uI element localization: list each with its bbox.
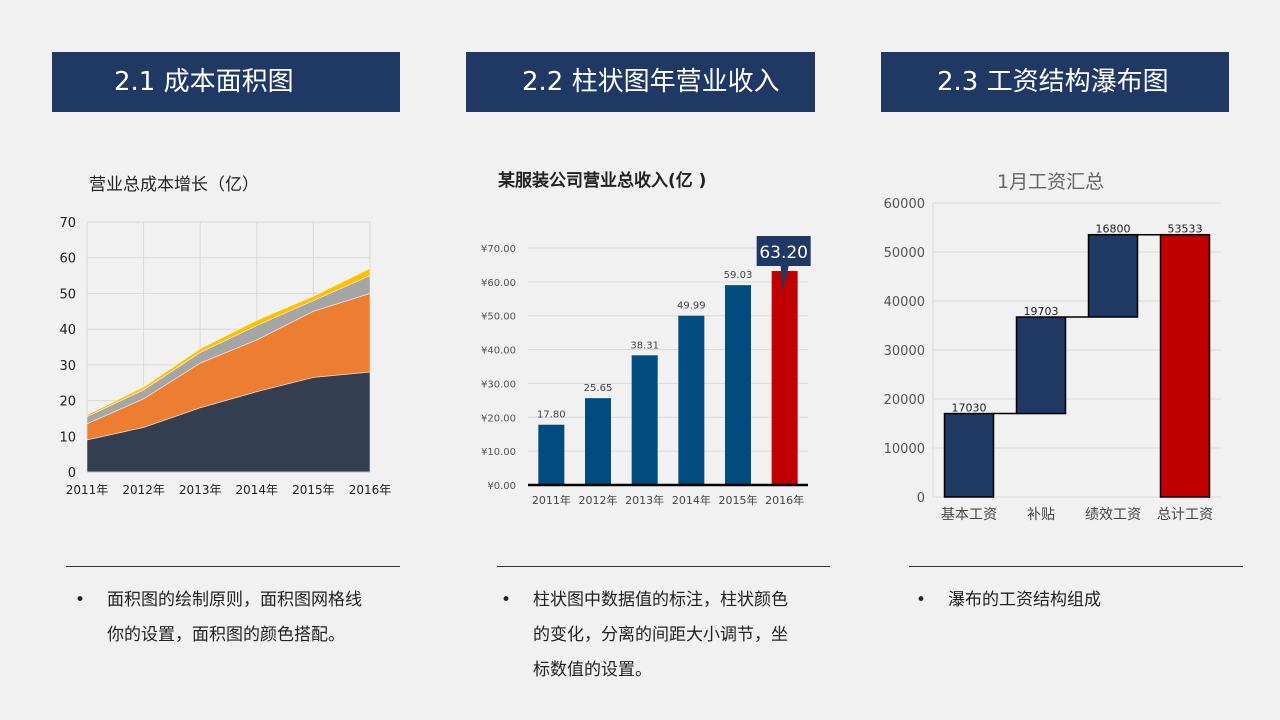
x-tick-label: 绩效工资	[1085, 507, 1141, 523]
y-tick-label: 40000	[884, 295, 925, 310]
section-header-title: 2.3 工资结构瀑布图	[937, 67, 1169, 97]
bullet-bar: • 柱状图中数据值的标注，柱状颜色 的变化，分离的间距大小调节，坐 标数值的设置…	[501, 583, 831, 693]
section-header-title: 2.1 成本面积图	[114, 67, 294, 97]
y-tick-label: 30	[59, 359, 76, 374]
bar	[631, 355, 658, 485]
bullet-area: • 面积图的绘制原则，面积图网格线 你的设置，面积图的颜色搭配。	[75, 583, 405, 663]
x-tick-label: 2014年	[236, 483, 279, 497]
x-tick-label: 2011年	[66, 483, 109, 497]
y-tick-label: 50	[59, 287, 76, 302]
data-label: 49.99	[677, 301, 706, 312]
y-tick-label: 0	[917, 491, 925, 506]
y-tick-label: 30000	[884, 344, 925, 359]
data-label: 19703	[1024, 305, 1059, 318]
data-label: 16800	[1096, 223, 1131, 236]
bullet-dot: •	[501, 590, 512, 610]
bullet-text: 柱状图中数据值的标注，柱状颜色 的变化，分离的间距大小调节，坐 标数值的设置。	[533, 583, 788, 688]
waterfall-bar	[943, 412, 995, 498]
x-tick-label: 2011年	[532, 493, 571, 507]
y-tick-label: 20000	[884, 393, 925, 408]
bullet-text: 瀑布的工资结构组成	[948, 583, 1101, 618]
area-chart-title: 营业总成本增长（亿）	[89, 175, 259, 195]
bar	[585, 398, 611, 485]
data-label: 25.65	[584, 383, 613, 394]
waterfall-bar	[1087, 233, 1139, 318]
x-tick-label: 2016年	[349, 483, 392, 497]
x-tick-label: 2012年	[579, 493, 618, 507]
y-tick-label: 0	[68, 466, 76, 481]
bullet-line: 标数值的设置。	[533, 660, 652, 680]
y-tick-label: 60	[59, 252, 76, 267]
y-tick-label: ¥40.00	[481, 346, 516, 357]
y-tick-label: ¥30.00	[481, 379, 516, 390]
data-label: 38.31	[630, 340, 659, 351]
bullet-dot: •	[916, 590, 927, 610]
section-header-bar: 2.2 柱状图年营业收入	[466, 52, 815, 112]
x-tick-label: 2012年	[122, 483, 165, 497]
waterfall-bar	[1159, 233, 1211, 498]
area-series-4	[86, 267, 371, 418]
y-tick-label: 50000	[884, 246, 925, 261]
x-tick-label: 2013年	[179, 483, 222, 497]
divider-line	[909, 566, 1243, 567]
divider-line	[497, 566, 830, 567]
y-tick-label: 10000	[884, 442, 925, 457]
bullet-waterfall: • 瀑布的工资结构组成	[916, 583, 1236, 623]
y-tick-label: 10	[59, 430, 76, 445]
data-label: 17.80	[537, 410, 566, 421]
y-tick-label: ¥50.00	[481, 312, 516, 323]
bullet-line: 你的设置，面积图的颜色搭配。	[107, 625, 345, 645]
y-tick-label: ¥20.00	[481, 413, 516, 424]
data-label: 17030	[952, 402, 987, 415]
callout-label: 63.20	[759, 243, 808, 263]
x-tick-label: 2014年	[672, 493, 711, 507]
bar	[725, 285, 751, 485]
y-tick-label: ¥60.00	[481, 278, 516, 289]
x-tick-label: 基本工资	[941, 506, 997, 523]
y-tick-label: ¥10.00	[481, 447, 516, 458]
bar	[538, 424, 565, 485]
bar	[771, 271, 798, 485]
y-tick-label: 20	[59, 395, 76, 410]
bullet-line: 瀑布的工资结构组成	[948, 590, 1101, 610]
y-tick-label: 40	[59, 323, 76, 338]
x-tick-label: 2015年	[719, 493, 758, 507]
y-tick-label: ¥0.00	[487, 481, 516, 492]
y-tick-label: 70	[59, 216, 76, 231]
y-tick-label: ¥70.00	[481, 244, 516, 255]
section-header-title: 2.2 柱状图年营业收入	[522, 67, 780, 97]
bar	[678, 315, 705, 485]
section-header-area: 2.1 成本面积图	[52, 52, 400, 112]
callout-box	[756, 236, 811, 292]
y-tick-label: 60000	[884, 197, 925, 212]
x-tick-label: 2015年	[292, 483, 335, 497]
bullet-line: 柱状图中数据值的标注，柱状颜色	[533, 590, 788, 610]
bar-chart-title: 某服装公司营业总收入(亿 )	[498, 171, 707, 191]
data-label: 59.03	[724, 270, 753, 281]
x-tick-label: 2013年	[625, 493, 664, 507]
bullet-text: 面积图的绘制原则，面积图网格线 你的设置，面积图的颜色搭配。	[107, 583, 362, 653]
x-tick-label: 总计工资	[1157, 507, 1213, 523]
x-tick-label: 补贴	[1027, 507, 1055, 523]
divider-line	[66, 566, 400, 567]
waterfall-chart-title: 1月工资汇总	[997, 171, 1105, 193]
x-tick-label: 2016年	[765, 493, 804, 507]
section-header-waterfall: 2.3 工资结构瀑布图	[881, 52, 1229, 112]
bullet-line: 面积图的绘制原则，面积图网格线	[107, 590, 362, 610]
bullet-dot: •	[75, 590, 86, 610]
waterfall-bar	[1015, 316, 1067, 415]
bullet-line: 的变化，分离的间距大小调节，坐	[533, 625, 788, 645]
data-label: 53533	[1168, 223, 1203, 236]
